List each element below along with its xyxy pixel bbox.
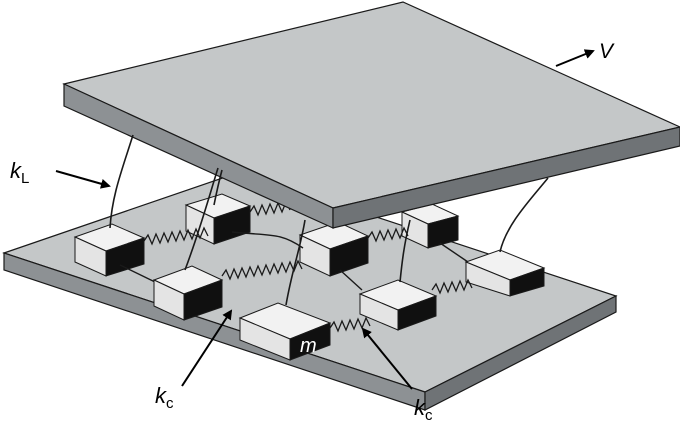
- block-front-m: m: [238, 302, 332, 361]
- bottom-plate: [2, 171, 618, 411]
- kl-arrow: [55, 170, 111, 189]
- kc-arrow-1: [181, 309, 233, 387]
- leaf-spring-3: [213, 169, 223, 206]
- top-plate-top: [62, 1, 680, 209]
- kc-label-2-main: k: [414, 395, 426, 420]
- spring-back-3-4: [367, 226, 409, 243]
- leaf-spring-5: [399, 219, 411, 283]
- kl-label-main: k: [10, 158, 22, 183]
- kc-arrow-2: [361, 327, 413, 390]
- velocity-arrow: [555, 49, 595, 67]
- kc-label-2-sub: c: [425, 407, 433, 424]
- connectors: [119, 231, 469, 291]
- kc-label-2: kc: [414, 395, 433, 424]
- kc-label-1-main: k: [155, 383, 167, 408]
- block-back-1: [73, 223, 146, 277]
- spring-back-1-2: [143, 226, 209, 246]
- leaf-springs: [109, 134, 549, 306]
- kc-label-1-sub: c: [166, 395, 174, 412]
- block-back-3: [298, 221, 370, 277]
- top-plate-side: [332, 126, 680, 229]
- spring-back-2-3: [249, 200, 291, 217]
- block-mid-1: [152, 265, 224, 321]
- spring-front-1: [329, 316, 371, 333]
- leaf-spring-1: [109, 134, 134, 229]
- kl-label-sub: L: [21, 170, 29, 187]
- block-mid-2: [464, 249, 546, 297]
- spring-mid-1: [221, 259, 303, 281]
- kc-label-1: kc: [155, 383, 174, 412]
- spring-mid-2: [431, 278, 473, 295]
- annotations: [55, 49, 595, 390]
- leaf-spring-6: [499, 177, 549, 253]
- block-back-2: [184, 193, 252, 245]
- leaf-spring-2: [184, 167, 219, 271]
- block-front-2: [358, 279, 438, 331]
- leaf-spring-4: [285, 219, 306, 306]
- velocity-label: V: [599, 40, 615, 63]
- kl-label: kL: [10, 158, 29, 187]
- mass-label: m: [300, 335, 317, 357]
- top-plate: [62, 1, 680, 229]
- bottom-plate-side: [424, 295, 617, 411]
